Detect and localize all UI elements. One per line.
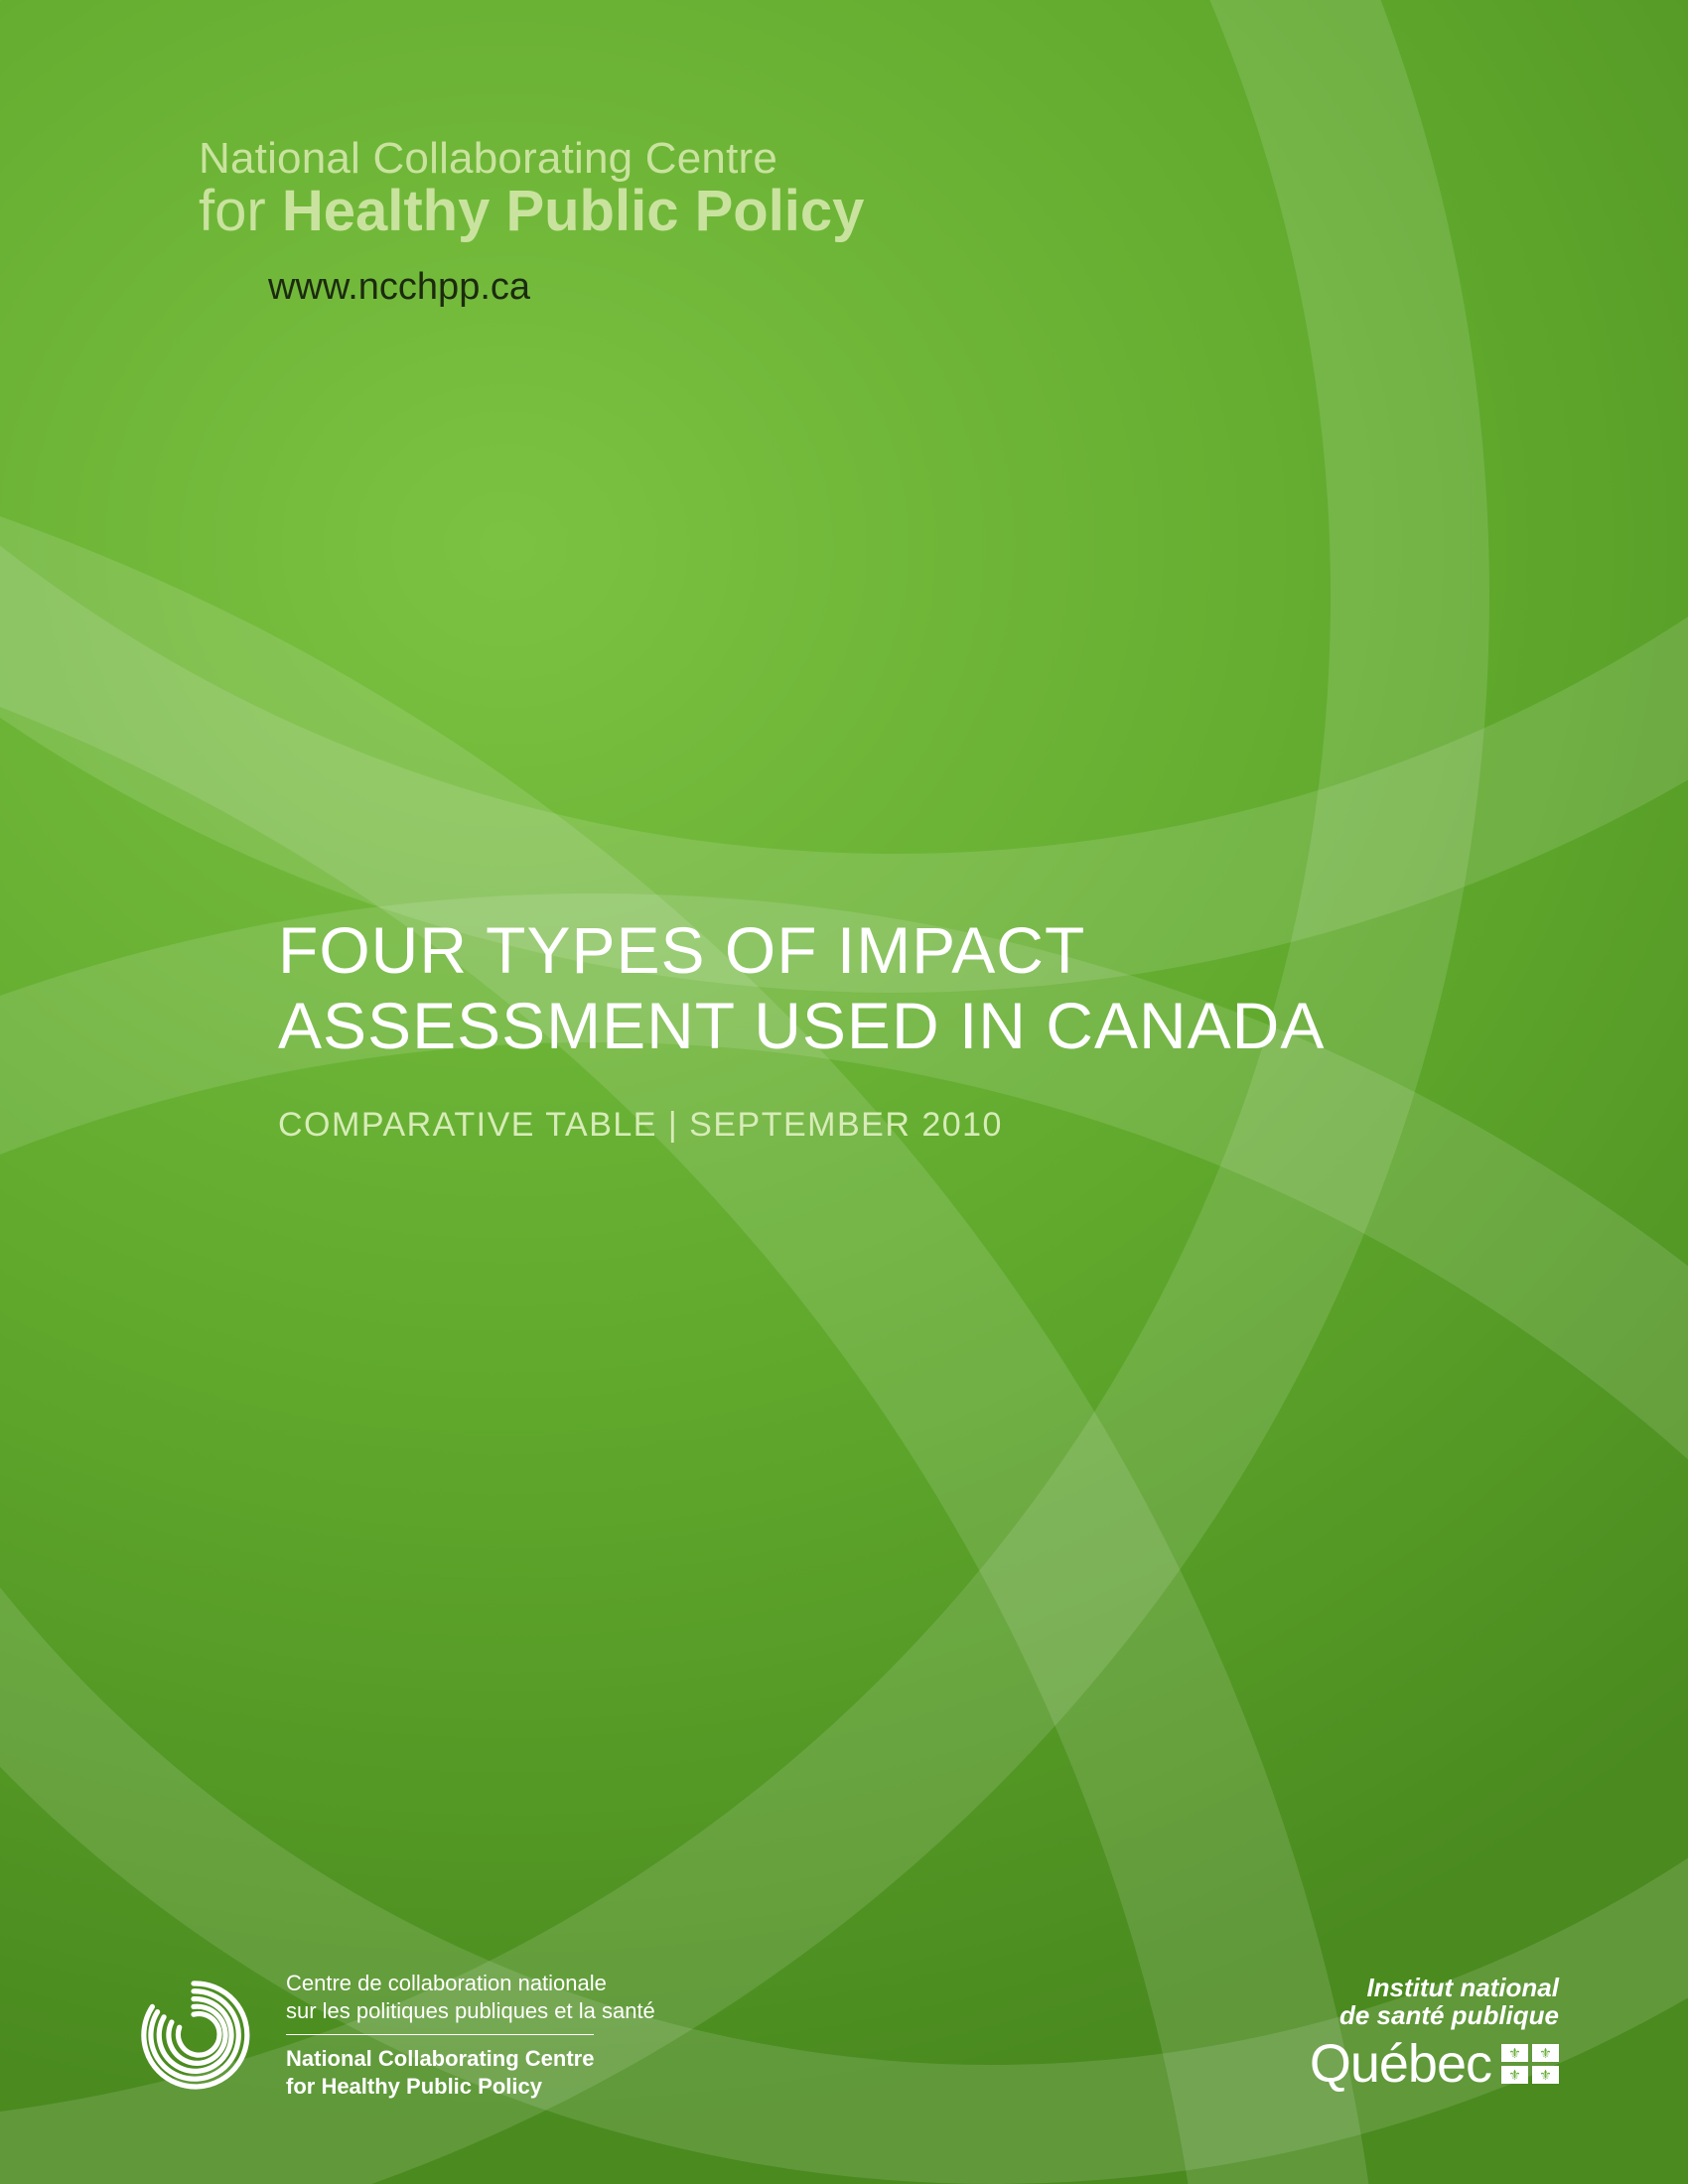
footer-divider [286, 2034, 594, 2035]
quebec-top-line1: Institut national [1310, 1975, 1559, 2001]
document-cover: National Collaborating Centre for Health… [0, 0, 1688, 2184]
quebec-logo-row: Québec ⚜ ⚜ ⚜ ⚜ [1310, 2033, 1559, 2095]
title-block: FOUR TYPES OF IMPACT ASSESSMENT USED IN … [278, 913, 1325, 1145]
flag-cell: ⚜ [1501, 2066, 1528, 2084]
footer-fr-line2: sur les politiques publiques et la santé [286, 1997, 655, 2025]
fleur-icon: ⚜ [1539, 2068, 1552, 2082]
fleur-icon: ⚜ [1508, 2068, 1521, 2082]
org-name-prefix: for [199, 179, 282, 243]
org-name-bold: Healthy Public Policy [282, 179, 865, 243]
quebec-flag-icon: ⚜ ⚜ ⚜ ⚜ [1501, 2044, 1559, 2084]
footer-left: Centre de collaboration nationale sur le… [129, 1970, 655, 2100]
flag-cell: ⚜ [1532, 2044, 1559, 2062]
footer-right: Institut national de santé publique Québ… [1310, 1975, 1559, 2095]
footer-fr-line1: Centre de collaboration nationale [286, 1970, 655, 1997]
title-line1: FOUR TYPES OF IMPACT [278, 913, 1325, 989]
footer-en-line1: National Collaborating Centre [286, 2045, 655, 2073]
swirl-logo-icon [129, 1971, 258, 2100]
flag-cell: ⚜ [1532, 2066, 1559, 2084]
org-header: National Collaborating Centre for Health… [199, 134, 864, 309]
footer-org-text: Centre de collaboration nationale sur le… [286, 1970, 655, 2100]
org-name-line2: for Healthy Public Policy [199, 178, 864, 244]
quebec-wordmark: Québec [1310, 2033, 1491, 2095]
fleur-icon: ⚜ [1508, 2046, 1521, 2060]
fleur-icon: ⚜ [1539, 2046, 1552, 2060]
document-title: FOUR TYPES OF IMPACT ASSESSMENT USED IN … [278, 913, 1325, 1064]
org-url: www.ncchpp.ca [268, 266, 864, 309]
footer: Centre de collaboration nationale sur le… [129, 1970, 1559, 2100]
footer-en-line2: for Healthy Public Policy [286, 2073, 655, 2101]
quebec-top-line2: de santé publique [1310, 2002, 1559, 2029]
org-name-line1: National Collaborating Centre [199, 134, 864, 184]
document-subtitle: COMPARATIVE TABLE | SEPTEMBER 2010 [278, 1106, 1325, 1145]
title-line2: ASSESSMENT USED IN CANADA [278, 989, 1325, 1064]
flag-cell: ⚜ [1501, 2044, 1528, 2062]
quebec-institute-text: Institut national de santé publique [1310, 1975, 1559, 2029]
